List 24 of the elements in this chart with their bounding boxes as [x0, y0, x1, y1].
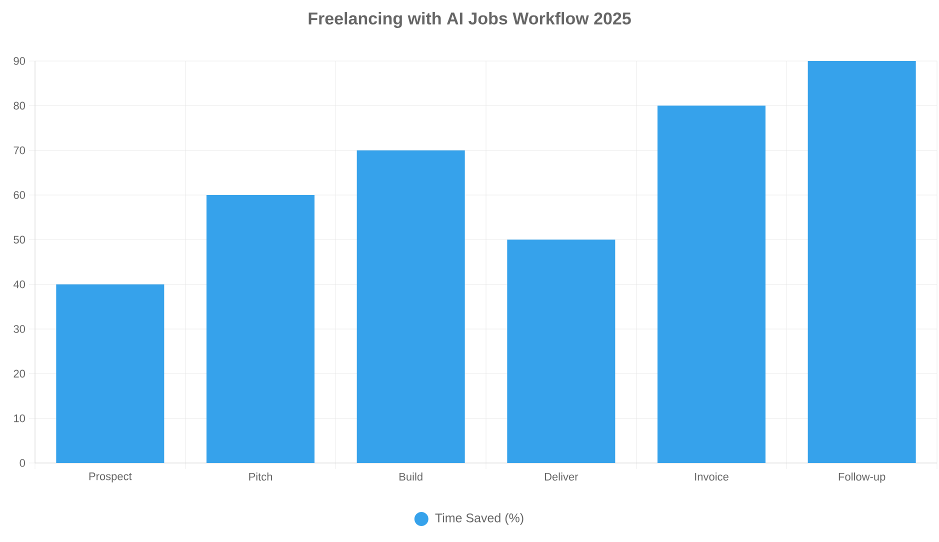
- x-tick-label: Pitch: [249, 472, 272, 481]
- bar: [356, 150, 465, 463]
- bar: [206, 195, 315, 463]
- x-tick-label: Invoice: [695, 472, 728, 481]
- y-tick-label: 60: [14, 191, 26, 199]
- bar: [56, 284, 164, 463]
- y-tick-label: 0: [20, 459, 26, 467]
- y-tick-label: 80: [14, 102, 26, 110]
- legend-label: Time Saved (%): [435, 513, 524, 525]
- bar: [808, 61, 916, 463]
- x-tick-label: Prospect: [89, 472, 132, 482]
- y-tick-label: 10: [14, 414, 26, 422]
- y-tick-label: 50: [14, 236, 26, 244]
- y-tick-label: 30: [14, 325, 26, 333]
- x-tick-label: Deliver: [544, 472, 578, 481]
- chart-title: Freelancing with AI Jobs Workflow 2025: [308, 12, 631, 28]
- bar: [507, 240, 616, 463]
- bar: [658, 106, 766, 463]
- x-tick-label: Follow-up: [838, 472, 886, 483]
- y-tick-label: 40: [13, 280, 26, 288]
- y-tick-label: 90: [14, 57, 26, 65]
- y-tick-label: 70: [14, 146, 26, 154]
- y-tick-label: 20: [14, 370, 26, 378]
- x-tick-label: Build: [400, 472, 422, 481]
